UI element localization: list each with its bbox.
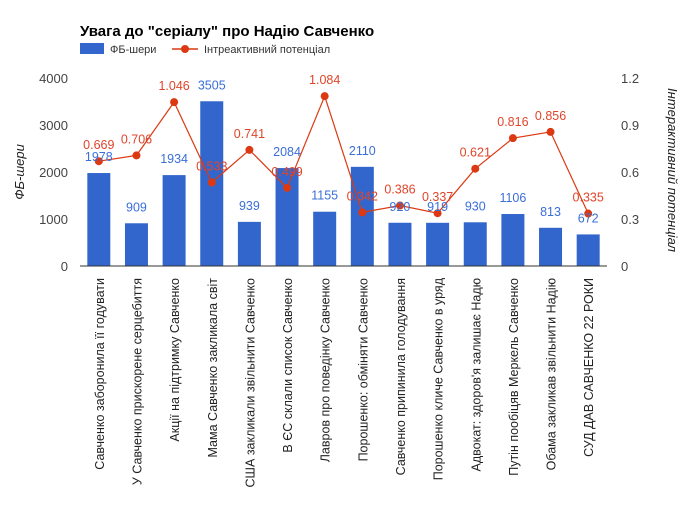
y2-tick-label: 0.6: [621, 165, 639, 180]
bar-value-label: 939: [239, 199, 260, 213]
x-tick-label: Мама Савченко закликала світ: [206, 278, 220, 458]
line-value-label: 0.621: [460, 146, 491, 160]
line-value-label: 0.335: [573, 191, 604, 205]
line-point[interactable]: [132, 151, 141, 160]
line-point[interactable]: [170, 98, 179, 107]
bar[interactable]: [388, 222, 412, 266]
line-point[interactable]: [320, 92, 329, 101]
line-value-label: 1.046: [158, 79, 189, 93]
line-point[interactable]: [584, 209, 593, 218]
bar-value-label: 930: [465, 199, 486, 213]
bar[interactable]: [162, 175, 186, 266]
legend-item-line[interactable]: Інтреактивний потенціал: [172, 44, 330, 56]
bar[interactable]: [313, 211, 337, 266]
bar-value-label: 1106: [499, 191, 526, 205]
x-tick-label: Савченко припинила голодування: [394, 278, 408, 475]
line-data-labels: 0.669 0.706 1.046 0.533 0.741 0.499 1.084 0.342…: [83, 73, 604, 204]
bar-data-labels: 1978 909 1934 3505 939 2084 1155 2110 920 919 930 1…: [85, 78, 599, 225]
x-tick-label: Порошенко кличе Савченко в уряд: [432, 277, 446, 480]
line-value-label: 0.669: [83, 138, 114, 152]
y-axis-ticks: 0 1000 2000 3000 4000: [39, 71, 68, 274]
x-tick-label: У Савченко прискорене серцебиття: [130, 278, 144, 485]
bar-value-label: 813: [540, 205, 561, 219]
x-axis-labels: Савченко заборонила її годувати У Савченк…: [93, 277, 596, 487]
line-value-label: 0.741: [234, 127, 265, 141]
y2-tick-label: 0: [621, 259, 628, 274]
line-point[interactable]: [395, 201, 404, 210]
chart-title: Увага до "серіалу" про Надію Савченко: [80, 23, 374, 40]
legend-swatch-marker: [181, 45, 189, 53]
bar-value-label: 1934: [160, 152, 188, 166]
bar[interactable]: [426, 222, 450, 266]
line-point[interactable]: [546, 127, 555, 136]
y-axis-title: ФБ-шери: [12, 144, 27, 200]
bar-value-label: 2084: [273, 145, 301, 159]
x-tick-label: Адвокат: здоров'я залишає Надю: [469, 278, 483, 472]
y-tick-label: 1000: [39, 212, 68, 227]
line-point[interactable]: [358, 208, 367, 217]
y-tick-label: 2000: [39, 165, 68, 180]
x-tick-label: В ЄС склали список Савченко: [281, 278, 295, 453]
bar[interactable]: [463, 222, 487, 266]
bar-value-label: 1155: [311, 189, 338, 203]
series-line: [98, 94, 589, 214]
bar[interactable]: [87, 173, 111, 266]
bar-value-label: 909: [126, 200, 147, 214]
bar[interactable]: [539, 227, 563, 266]
x-tick-label: Путін пообіцяв Меркель Савченко: [507, 278, 521, 476]
line-point[interactable]: [207, 178, 216, 187]
bar[interactable]: [124, 223, 148, 266]
line-value-label: 0.816: [497, 115, 528, 129]
legend-item-bars[interactable]: ФБ-шери: [80, 43, 156, 56]
line-value-label: 0.533: [196, 159, 227, 173]
x-tick-label: США закликали звільнити Савченко: [243, 278, 257, 488]
legend-label-bars: ФБ-шери: [110, 44, 156, 56]
bar[interactable]: [576, 234, 600, 266]
line-point[interactable]: [433, 209, 442, 218]
bar-value-label: 672: [578, 211, 599, 225]
line-value-label: 0.337: [422, 190, 453, 204]
line-point[interactable]: [471, 164, 480, 173]
line-point[interactable]: [94, 157, 103, 166]
legend: ФБ-шери Інтреактивний потенціал: [80, 43, 330, 56]
bar-value-label: 919: [427, 200, 448, 214]
y2-tick-label: 1.2: [621, 71, 639, 86]
y2-tick-label: 0.9: [621, 118, 639, 133]
line-point[interactable]: [283, 183, 292, 192]
bar-value-label: 1978: [85, 150, 113, 164]
y-tick-label: 4000: [39, 71, 68, 86]
line-value-label: 0.386: [384, 183, 415, 197]
line-value-label: 0.856: [535, 109, 566, 123]
line-value-label: 0.499: [271, 165, 302, 179]
bar-value-label: 3505: [198, 78, 226, 92]
x-tick-label: Савченко заборонила її годувати: [93, 278, 107, 470]
x-tick-label: Акції на підтримку Савченко: [168, 278, 182, 442]
line-value-label: 0.342: [347, 189, 378, 203]
line-point[interactable]: [508, 134, 517, 143]
line-value-label: 1.084: [309, 73, 340, 87]
bar-value-label: 920: [390, 200, 411, 214]
bar[interactable]: [275, 168, 299, 266]
y2-axis-ticks: 0 0.3 0.6 0.9 1.2: [621, 71, 639, 274]
line-point[interactable]: [245, 145, 254, 154]
bar[interactable]: [237, 221, 261, 266]
legend-label-line: Інтреактивний потенціал: [204, 44, 330, 56]
x-tick-label: Обама закликав звільнити Надію: [545, 278, 559, 470]
y2-tick-label: 0.3: [621, 212, 639, 227]
y-tick-label: 3000: [39, 118, 68, 133]
line-value-label: 0.706: [121, 132, 152, 146]
legend-swatch-bars: [80, 43, 104, 54]
bar[interactable]: [501, 214, 525, 266]
y-tick-label: 0: [61, 259, 68, 274]
y2-axis-title: Інтерактивний потенціал: [665, 88, 680, 253]
x-tick-label: Лавров про поведінку Савченко: [319, 278, 333, 462]
line-series: [94, 92, 593, 218]
x-tick-label: СУД ДАВ САВЧЕНКО 22 РОКИ: [582, 278, 596, 457]
x-tick-label: Порошенко: обміняти Савченко: [356, 278, 370, 461]
bar-value-label: 2110: [349, 144, 376, 158]
